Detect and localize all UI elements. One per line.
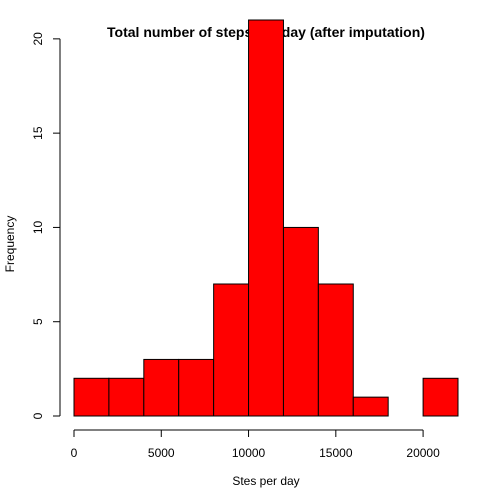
x-ticks-group: 0 5000 10000 15000 20000 bbox=[71, 430, 440, 460]
histogram-bar bbox=[282, 226, 319, 417]
x-axis-label: Stes per day bbox=[232, 474, 299, 488]
histogram-bar bbox=[317, 283, 354, 417]
histogram-bar bbox=[352, 396, 389, 417]
histogram-bar bbox=[108, 377, 145, 417]
histogram-bar bbox=[422, 377, 459, 417]
histogram-bar bbox=[178, 358, 215, 417]
histogram-bar bbox=[213, 283, 250, 417]
x-tick-label: 0 bbox=[71, 446, 78, 460]
y-tick-label: 10 bbox=[31, 220, 45, 234]
y-tick-label: 20 bbox=[31, 32, 45, 46]
histogram-bar bbox=[248, 19, 284, 417]
histogram-bar bbox=[143, 358, 180, 417]
y-axis-label: Frequency bbox=[3, 216, 17, 273]
y-tick-label: 0 bbox=[31, 412, 45, 419]
x-tick-label: 10000 bbox=[232, 446, 266, 460]
histogram-bar bbox=[73, 377, 110, 417]
y-tick-label: 5 bbox=[31, 318, 45, 325]
y-tick-label: 15 bbox=[31, 126, 45, 140]
x-tick-label: 15000 bbox=[319, 446, 353, 460]
x-tick-label: 20000 bbox=[406, 446, 440, 460]
y-ticks-group: 0 5 10 15 20 bbox=[31, 32, 60, 419]
x-tick-label: 5000 bbox=[148, 446, 175, 460]
bars-group bbox=[73, 19, 459, 417]
